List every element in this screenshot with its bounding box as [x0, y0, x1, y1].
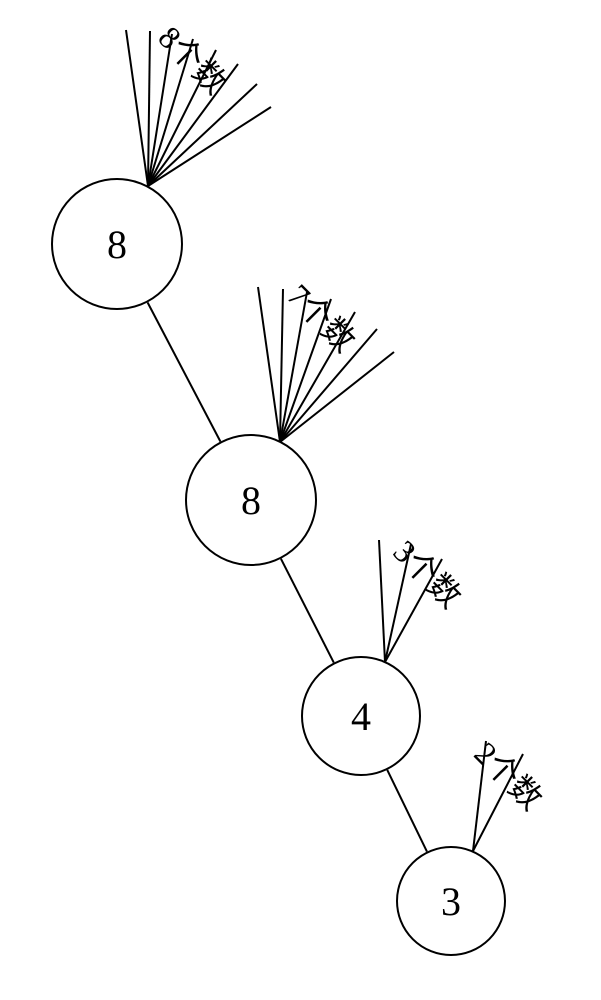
- tree-node: 8: [185, 434, 317, 566]
- tree-node: 3: [396, 846, 506, 956]
- tree-node: 8: [51, 178, 183, 310]
- node-label: 4: [351, 693, 371, 740]
- node-label: 8: [241, 477, 261, 524]
- node-label: 8: [107, 221, 127, 268]
- node-label: 3: [441, 878, 461, 925]
- tree-node: 4: [301, 656, 421, 776]
